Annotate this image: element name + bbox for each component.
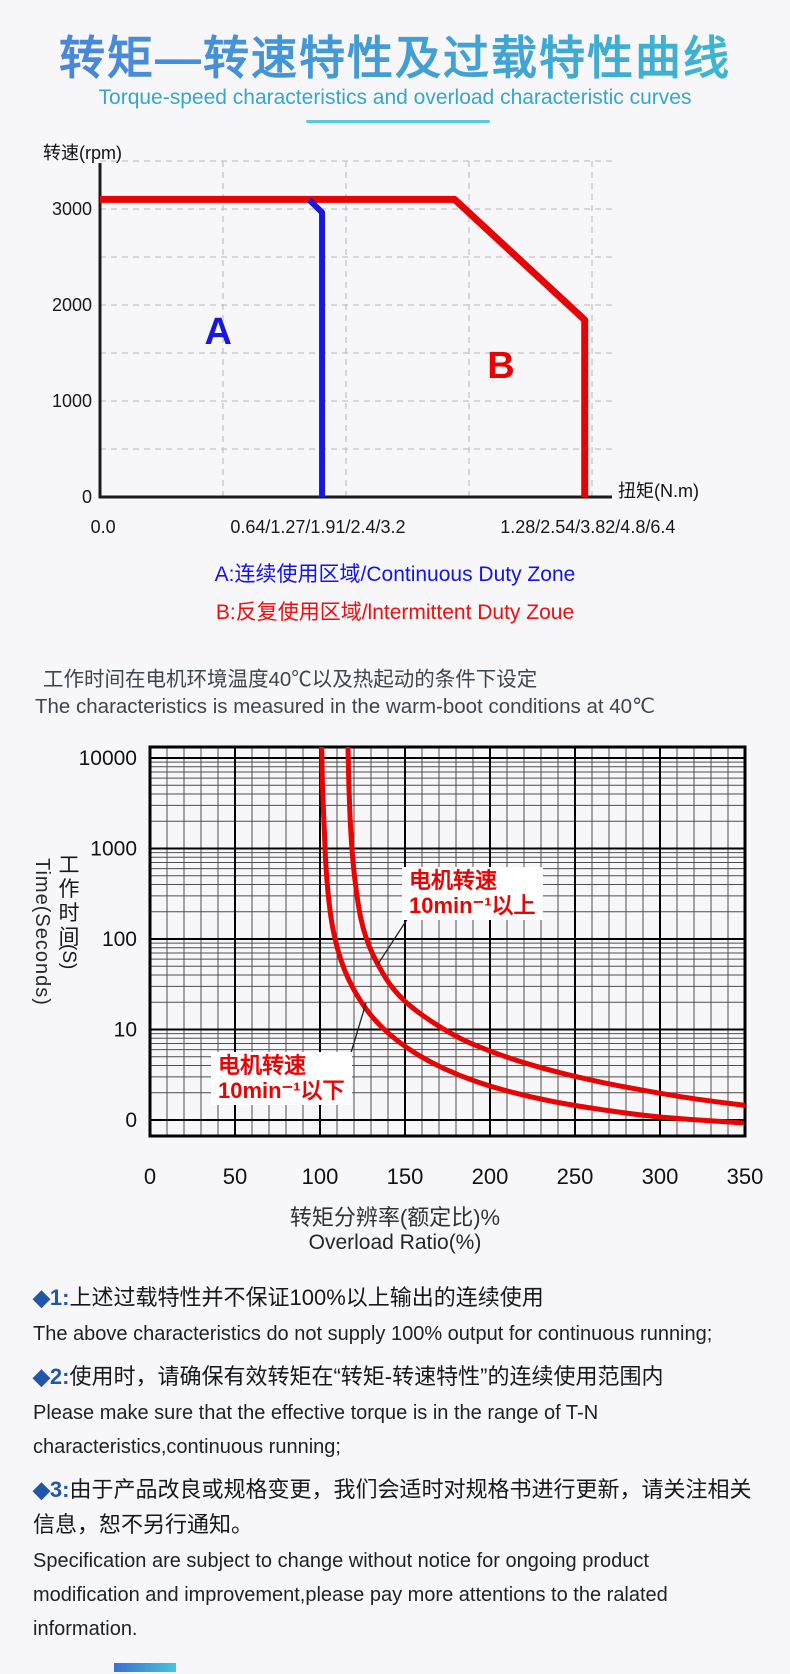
region-label-a: A [204, 311, 231, 353]
note-1-en-text: The above characteristics do not supply … [33, 1323, 713, 1345]
overload-y-axis-label-zh: 工作时间 [58, 854, 80, 949]
footer-accent-bar [114, 1663, 176, 1672]
overload-x-axis-label-zh: 转矩分辨率(额定比)% [289, 1205, 501, 1230]
overload-grid-minor [150, 747, 745, 1136]
tn-y-tick-label: 2000 [52, 295, 92, 315]
tn-y-tick-label: 3000 [52, 199, 92, 219]
overload-y-axis-label-en: Time(Seconds) [31, 858, 53, 1006]
subtitle-underline [306, 120, 490, 123]
page-subtitle: Torque-speed characteristics and overloa… [98, 86, 692, 109]
note-2-en-text: Please make sure that the effective torq… [33, 1402, 599, 1458]
overload-x-tick-label: 300 [642, 1164, 679, 1189]
overload-x-tick-label: 100 [302, 1164, 339, 1189]
condition-text-zh: 工作时间在电机环境温度40℃以及热起动的条件下设定 [43, 668, 538, 691]
overload-y-tick-label: 0 [125, 1109, 137, 1132]
overload-y-tick-label: 10 [114, 1019, 137, 1042]
note-1-bullet-icon: ◆1: [33, 1285, 70, 1310]
torque-speed-chart: 3000 2000 1000 0 0.0 0.64/1.27/1.91/2.4/3.2 1.… [52, 160, 675, 537]
note-2-zh-text: 使用时，请确保有效转矩在“转矩-转速特性”的连续使用范围内 [69, 1364, 664, 1389]
tn-x-tick-label: 0.64/1.27/1.91/2.4/3.2 [230, 517, 405, 537]
annotation-upper-line2: 10min⁻¹以上 [409, 893, 536, 918]
legend-intermittent-duty-zone: B:反复使用区域/lntermittent Duty Zoue [215, 601, 575, 624]
curve-speed-below-10min [319, 747, 745, 1126]
overload-x-tick-label: 200 [472, 1164, 509, 1189]
continuous-zone-boundary-line [307, 197, 326, 497]
note-3-zh: ◆3:由于产品改良或规格变更，我们会适时对规格书进行更新，请关注相关信息，恕不另… [33, 1472, 760, 1542]
note-2-bullet-icon: ◆2: [33, 1364, 70, 1389]
tn-x-tick-label: 0.0 [91, 517, 116, 537]
tn-grid [100, 160, 614, 497]
overload-curves [319, 747, 745, 1126]
annotation-speed-below-10min: 电机转速 10min⁻¹以下 [211, 1052, 352, 1105]
tn-axes [98, 163, 612, 499]
region-label-b: B [487, 345, 514, 387]
note-3-zh-text: 由于产品改良或规格变更，我们会适时对规格书进行更新，请关注相关信息，恕不另行通知… [33, 1477, 752, 1537]
note-3-bullet-icon: ◆3: [33, 1477, 70, 1502]
tn-y-axis-label: 转速(rpm) [43, 143, 122, 163]
note-1-zh-text: 上述过载特性并不保证100%以上输出的连续使用 [69, 1285, 544, 1310]
note-1-zh: ◆1:上述过载特性并不保证100%以上输出的连续使用 [33, 1280, 760, 1315]
tn-x-tick-label: 1.28/2.54/3.82/4.8/6.4 [500, 517, 675, 537]
page-title: 转矩—转速特性及过载特性曲线 [0, 22, 790, 88]
annotation-upper-line1: 电机转速 [409, 868, 498, 893]
annotation-speed-above-10min: 电机转速 10min⁻¹以上 [402, 867, 543, 920]
overload-x-tick-label: 0 [144, 1164, 156, 1189]
note-3-en-text: Specification are subject to change with… [33, 1550, 668, 1640]
overload-plot-border [148, 745, 747, 1138]
leader-line-upper-annotation [377, 917, 409, 965]
overload-y-tick-label: 10000 [79, 747, 137, 770]
overload-x-tick-label: 150 [387, 1164, 424, 1189]
tn-y-tick-label: 1000 [52, 391, 92, 411]
tn-x-axis-label: 扭矩(N.m) [618, 481, 699, 501]
intermittent-zone-boundary-line [100, 195, 589, 497]
overload-y-tick-label: 100 [102, 928, 137, 951]
overload-x-axis-label-en: Overload Ratio(%) [308, 1231, 482, 1254]
leader-line-lower-annotation [349, 1002, 367, 1057]
overload-x-tick-label: 50 [223, 1164, 247, 1189]
tn-y-tick-label: 0 [82, 487, 92, 507]
annotation-lower-line1: 电机转速 [218, 1053, 307, 1078]
legend-continuous-duty-zone: A:连续使用区域/Continuous Duty Zone [214, 563, 576, 586]
overload-y-tick-label: 1000 [90, 838, 137, 861]
condition-text-en: The characteristics is measured in the w… [35, 695, 656, 718]
overload-y-axis-unit: (S) [58, 944, 79, 970]
notes-section: ◆1:上述过载特性并不保证100%以上输出的连续使用 The above cha… [33, 1280, 760, 1654]
note-2-zh: ◆2:使用时，请确保有效转矩在“转矩-转速特性”的连续使用范围内 [33, 1359, 760, 1394]
annotation-lower-line2: 10min⁻¹以下 [218, 1078, 345, 1103]
curve-speed-above-10min [345, 747, 745, 1108]
overload-x-tick-label: 350 [727, 1164, 764, 1189]
overload-x-tick-label: 250 [557, 1164, 594, 1189]
